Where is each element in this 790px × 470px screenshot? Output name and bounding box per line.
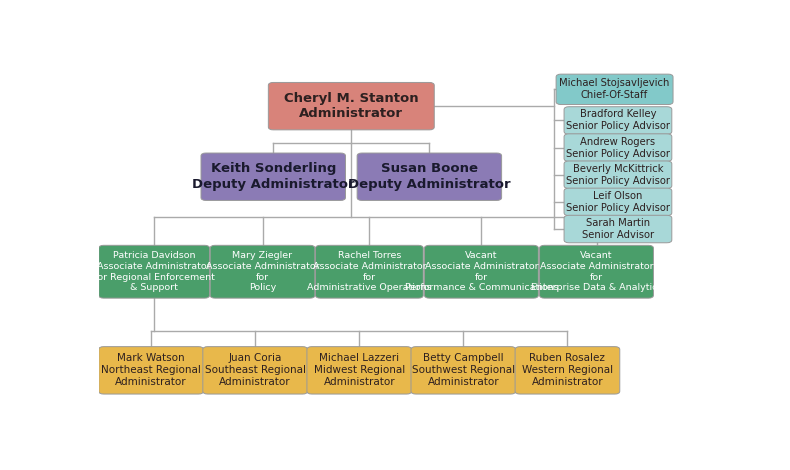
- Text: Vacant
Associate Administrator
for
Performance & Communications: Vacant Associate Administrator for Perfo…: [404, 251, 559, 292]
- Text: Mary Ziegler
Associate Administrator
for
Policy: Mary Ziegler Associate Administrator for…: [205, 251, 319, 292]
- FancyBboxPatch shape: [540, 245, 653, 298]
- FancyBboxPatch shape: [564, 107, 672, 134]
- Text: Juan Coria
Southeast Regional
Administrator: Juan Coria Southeast Regional Administra…: [205, 353, 306, 387]
- FancyBboxPatch shape: [411, 347, 516, 394]
- Text: Cheryl M. Stanton
Administrator: Cheryl M. Stanton Administrator: [284, 92, 419, 120]
- FancyBboxPatch shape: [315, 245, 423, 298]
- Text: Vacant
Associate Administrator
for
Enterprise Data & Analytics: Vacant Associate Administrator for Enter…: [531, 251, 662, 292]
- Text: Patricia Davidson
Associate Administrator
for Regional Enforcement
& Support: Patricia Davidson Associate Administrato…: [94, 251, 215, 292]
- Text: Michael Stojsavljevich
Chief-Of-Staff: Michael Stojsavljevich Chief-Of-Staff: [559, 78, 670, 100]
- Text: Keith Sonderling
Deputy Administrator: Keith Sonderling Deputy Administrator: [192, 163, 355, 191]
- Text: Ruben Rosalez
Western Regional
Administrator: Ruben Rosalez Western Regional Administr…: [522, 353, 613, 387]
- Text: Andrew Rogers
Senior Policy Advisor: Andrew Rogers Senior Policy Advisor: [566, 137, 670, 158]
- Text: Betty Campbell
Southwest Regional
Administrator: Betty Campbell Southwest Regional Admini…: [412, 353, 515, 387]
- FancyBboxPatch shape: [564, 134, 672, 161]
- Text: Mark Watson
Northeast Regional
Administrator: Mark Watson Northeast Regional Administr…: [101, 353, 201, 387]
- Text: Beverly McKittrick
Senior Policy Advisor: Beverly McKittrick Senior Policy Advisor: [566, 164, 670, 186]
- FancyBboxPatch shape: [99, 245, 209, 298]
- FancyBboxPatch shape: [307, 347, 412, 394]
- FancyBboxPatch shape: [564, 161, 672, 188]
- Text: Susan Boone
Deputy Administrator: Susan Boone Deputy Administrator: [348, 163, 510, 191]
- FancyBboxPatch shape: [424, 245, 538, 298]
- Text: Leif Olson
Senior Policy Advisor: Leif Olson Senior Policy Advisor: [566, 191, 670, 213]
- Text: Rachel Torres
Associate Administrator
for
Administrative Operations: Rachel Torres Associate Administrator fo…: [307, 251, 431, 292]
- FancyBboxPatch shape: [556, 74, 673, 104]
- FancyBboxPatch shape: [203, 347, 307, 394]
- FancyBboxPatch shape: [99, 347, 204, 394]
- FancyBboxPatch shape: [357, 153, 502, 200]
- Text: Michael Lazzeri
Midwest Regional
Administrator: Michael Lazzeri Midwest Regional Adminis…: [314, 353, 405, 387]
- FancyBboxPatch shape: [269, 82, 434, 130]
- Text: Bradford Kelley
Senior Policy Advisor: Bradford Kelley Senior Policy Advisor: [566, 110, 670, 132]
- FancyBboxPatch shape: [201, 153, 345, 200]
- FancyBboxPatch shape: [210, 245, 315, 298]
- FancyBboxPatch shape: [564, 188, 672, 216]
- FancyBboxPatch shape: [515, 347, 620, 394]
- FancyBboxPatch shape: [564, 215, 672, 243]
- Text: Sarah Martin
Senior Advisor: Sarah Martin Senior Advisor: [582, 218, 654, 240]
